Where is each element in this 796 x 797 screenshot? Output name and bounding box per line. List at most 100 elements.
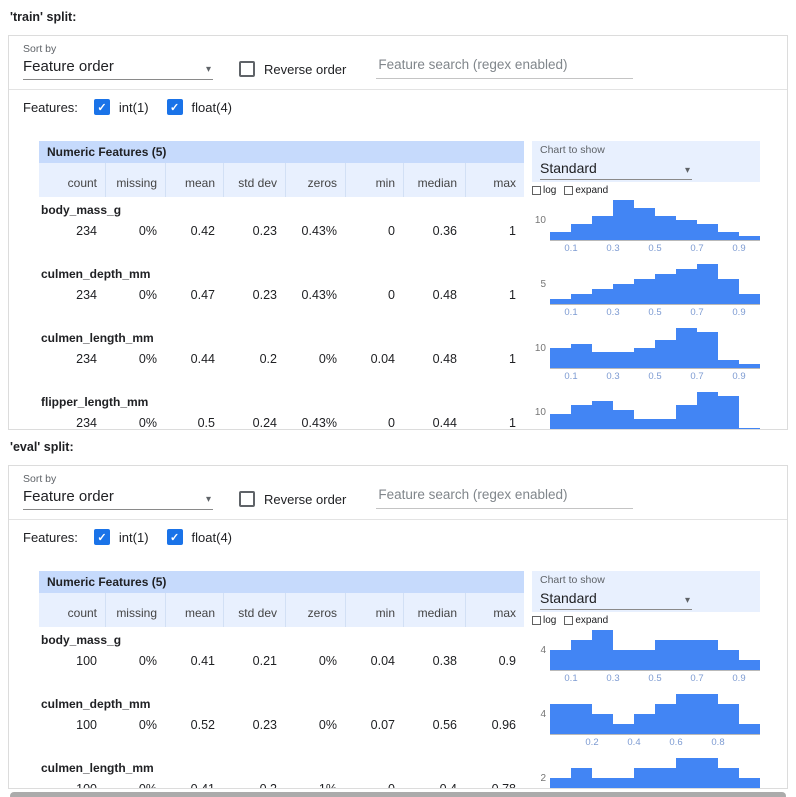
histogram-bar xyxy=(592,778,613,788)
histogram-bar xyxy=(613,200,634,240)
sort-by-dropdown[interactable]: Feature order ▾ xyxy=(23,485,213,510)
log-checkbox[interactable]: log xyxy=(532,614,556,627)
column-header: std dev xyxy=(223,163,285,197)
log-checkbox[interactable]: log xyxy=(532,184,556,197)
histogram-bar xyxy=(613,650,634,670)
stat-value: 0.52 xyxy=(190,718,215,732)
stat-value: 0.48 xyxy=(432,288,457,302)
feature-filter-checkbox[interactable]: ✓ float(4) xyxy=(166,529,233,545)
histogram-bar xyxy=(613,284,634,304)
controls-bar: Sort by Feature order ▾ Reverse order xyxy=(9,466,787,519)
feature-filter-checkbox[interactable]: ✓ int(1) xyxy=(93,529,149,545)
histogram-bar xyxy=(571,344,592,368)
stat-value: 0 xyxy=(388,224,395,238)
histogram-bar xyxy=(571,704,592,734)
histogram-bar xyxy=(550,778,571,788)
stat-value: 0.43% xyxy=(301,224,337,238)
stat-value: 1 xyxy=(509,288,516,302)
histogram-bar xyxy=(634,768,655,788)
stat-value: 0.23 xyxy=(252,224,277,238)
sort-by-dropdown[interactable]: Feature order ▾ xyxy=(23,55,213,80)
stat-value: 100 xyxy=(76,718,97,732)
histogram-bar xyxy=(676,758,697,788)
x-axis-tick-label: 0.9 xyxy=(732,673,746,684)
stat-value: 0% xyxy=(318,718,337,732)
feature-histogram: 5 0.1 0.3 0.5 0.7 0.9 xyxy=(532,261,760,325)
x-axis-tick-label: 0.2 xyxy=(585,737,599,748)
feature-type-filters: ✓ int(1) ✓ float(4) xyxy=(93,529,233,545)
expand-checkbox[interactable]: expand xyxy=(564,184,608,197)
stat-value: 0.21 xyxy=(252,654,277,668)
checkbox-unchecked-icon xyxy=(564,616,574,625)
checkbox-unchecked-icon xyxy=(564,186,574,195)
stats-table: Numeric Features (5) count missing mean std… xyxy=(39,571,787,789)
y-axis-label: 5 xyxy=(540,278,546,290)
y-axis-label: 10 xyxy=(534,342,546,354)
x-axis-tick-label: 0.7 xyxy=(690,307,704,318)
histogram-bar xyxy=(655,216,676,240)
histogram-bar xyxy=(634,714,655,734)
histogram-bar xyxy=(676,694,697,734)
stat-value: 0.41 xyxy=(190,654,215,668)
histogram-bar xyxy=(718,396,739,429)
histogram-bar xyxy=(592,216,613,240)
feature-rows: body_mass_g 234 0% 0.42 0.23 0.43% 0 0.36 1 10 0.1… xyxy=(39,197,787,429)
reverse-order-checkbox[interactable]: Reverse order xyxy=(239,61,346,77)
stat-value: 0% xyxy=(318,654,337,668)
histogram-bar xyxy=(718,232,739,240)
stat-value: 0.4 xyxy=(439,782,457,789)
feature-filter-checkbox[interactable]: ✓ int(1) xyxy=(93,99,149,115)
controls-bar: Sort by Feature order ▾ Reverse order xyxy=(9,36,787,89)
log-label: log xyxy=(543,185,557,196)
sort-by-label: Sort by xyxy=(23,473,57,485)
histogram-bar xyxy=(550,299,571,304)
train-split-panel: Sort by Feature order ▾ Reverse order Fe… xyxy=(8,35,788,430)
sort-by-field: Sort by Feature order ▾ xyxy=(23,473,213,510)
stats-panel: Sort by Feature order ▾ Reverse order Fe… xyxy=(8,35,788,430)
x-axis-tick-label: 0.8 xyxy=(711,737,725,748)
y-axis-label: 10 xyxy=(534,214,546,226)
stat-value: 0.07 xyxy=(370,718,395,732)
chart-type-dropdown[interactable]: Standard ▾ xyxy=(540,157,692,180)
chart-type-dropdown[interactable]: Standard ▾ xyxy=(540,587,692,610)
histogram-bar xyxy=(592,400,613,429)
histogram-bar xyxy=(613,778,634,788)
stat-value: 0% xyxy=(318,352,337,366)
sort-by-value: Feature order xyxy=(23,58,114,75)
x-axis: 0.1 0.3 0.5 0.7 0.9 xyxy=(550,671,760,684)
chart-to-show-label: Chart to show xyxy=(540,574,605,586)
sort-by-label: Sort by xyxy=(23,43,57,55)
histogram-bar xyxy=(676,269,697,304)
feature-search-input[interactable] xyxy=(376,57,634,79)
stat-value: 0.96 xyxy=(491,718,516,732)
feature-filter-label: float(4) xyxy=(191,529,233,545)
checkbox-unchecked-icon xyxy=(532,616,541,625)
histogram-bar xyxy=(718,279,739,304)
x-axis: 0.1 0.3 0.5 0.7 0.9 xyxy=(550,241,760,254)
reverse-order-checkbox[interactable]: Reverse order xyxy=(239,491,346,507)
expand-checkbox[interactable]: expand xyxy=(564,614,608,627)
x-axis-tick-label: 0.9 xyxy=(732,243,746,254)
histogram-bar xyxy=(571,768,592,788)
y-axis-label: 2 xyxy=(540,772,546,784)
stat-value: 0.23 xyxy=(252,288,277,302)
feature-histogram: 100.10.30.50.70.9 xyxy=(532,389,760,429)
x-axis-tick-label: 0.3 xyxy=(606,673,620,684)
x-axis: 0.1 0.3 0.5 0.7 0.9 xyxy=(550,305,760,318)
feature-filter-checkbox[interactable]: ✓ float(4) xyxy=(166,99,232,115)
feature-row: body_mass_g 234 0% 0.42 0.23 0.43% 0 0.36 1 10 0.1… xyxy=(39,197,787,261)
x-axis-tick-label: 0.5 xyxy=(648,673,662,684)
horizontal-scrollbar[interactable] xyxy=(10,792,786,797)
stat-value: 0 xyxy=(388,782,395,789)
chevron-down-icon: ▾ xyxy=(684,595,690,606)
column-header: median xyxy=(403,163,465,197)
feature-histogram: 4 0.1 0.3 0.5 0.7 0.9 xyxy=(532,627,760,691)
feature-search-input[interactable] xyxy=(376,487,634,509)
histogram-bar xyxy=(571,294,592,304)
column-header: zeros xyxy=(285,593,345,627)
column-header: mean xyxy=(165,163,223,197)
histogram-bar xyxy=(676,405,697,429)
x-axis-tick-label: 0.3 xyxy=(606,243,620,254)
histogram-bar xyxy=(739,294,760,304)
